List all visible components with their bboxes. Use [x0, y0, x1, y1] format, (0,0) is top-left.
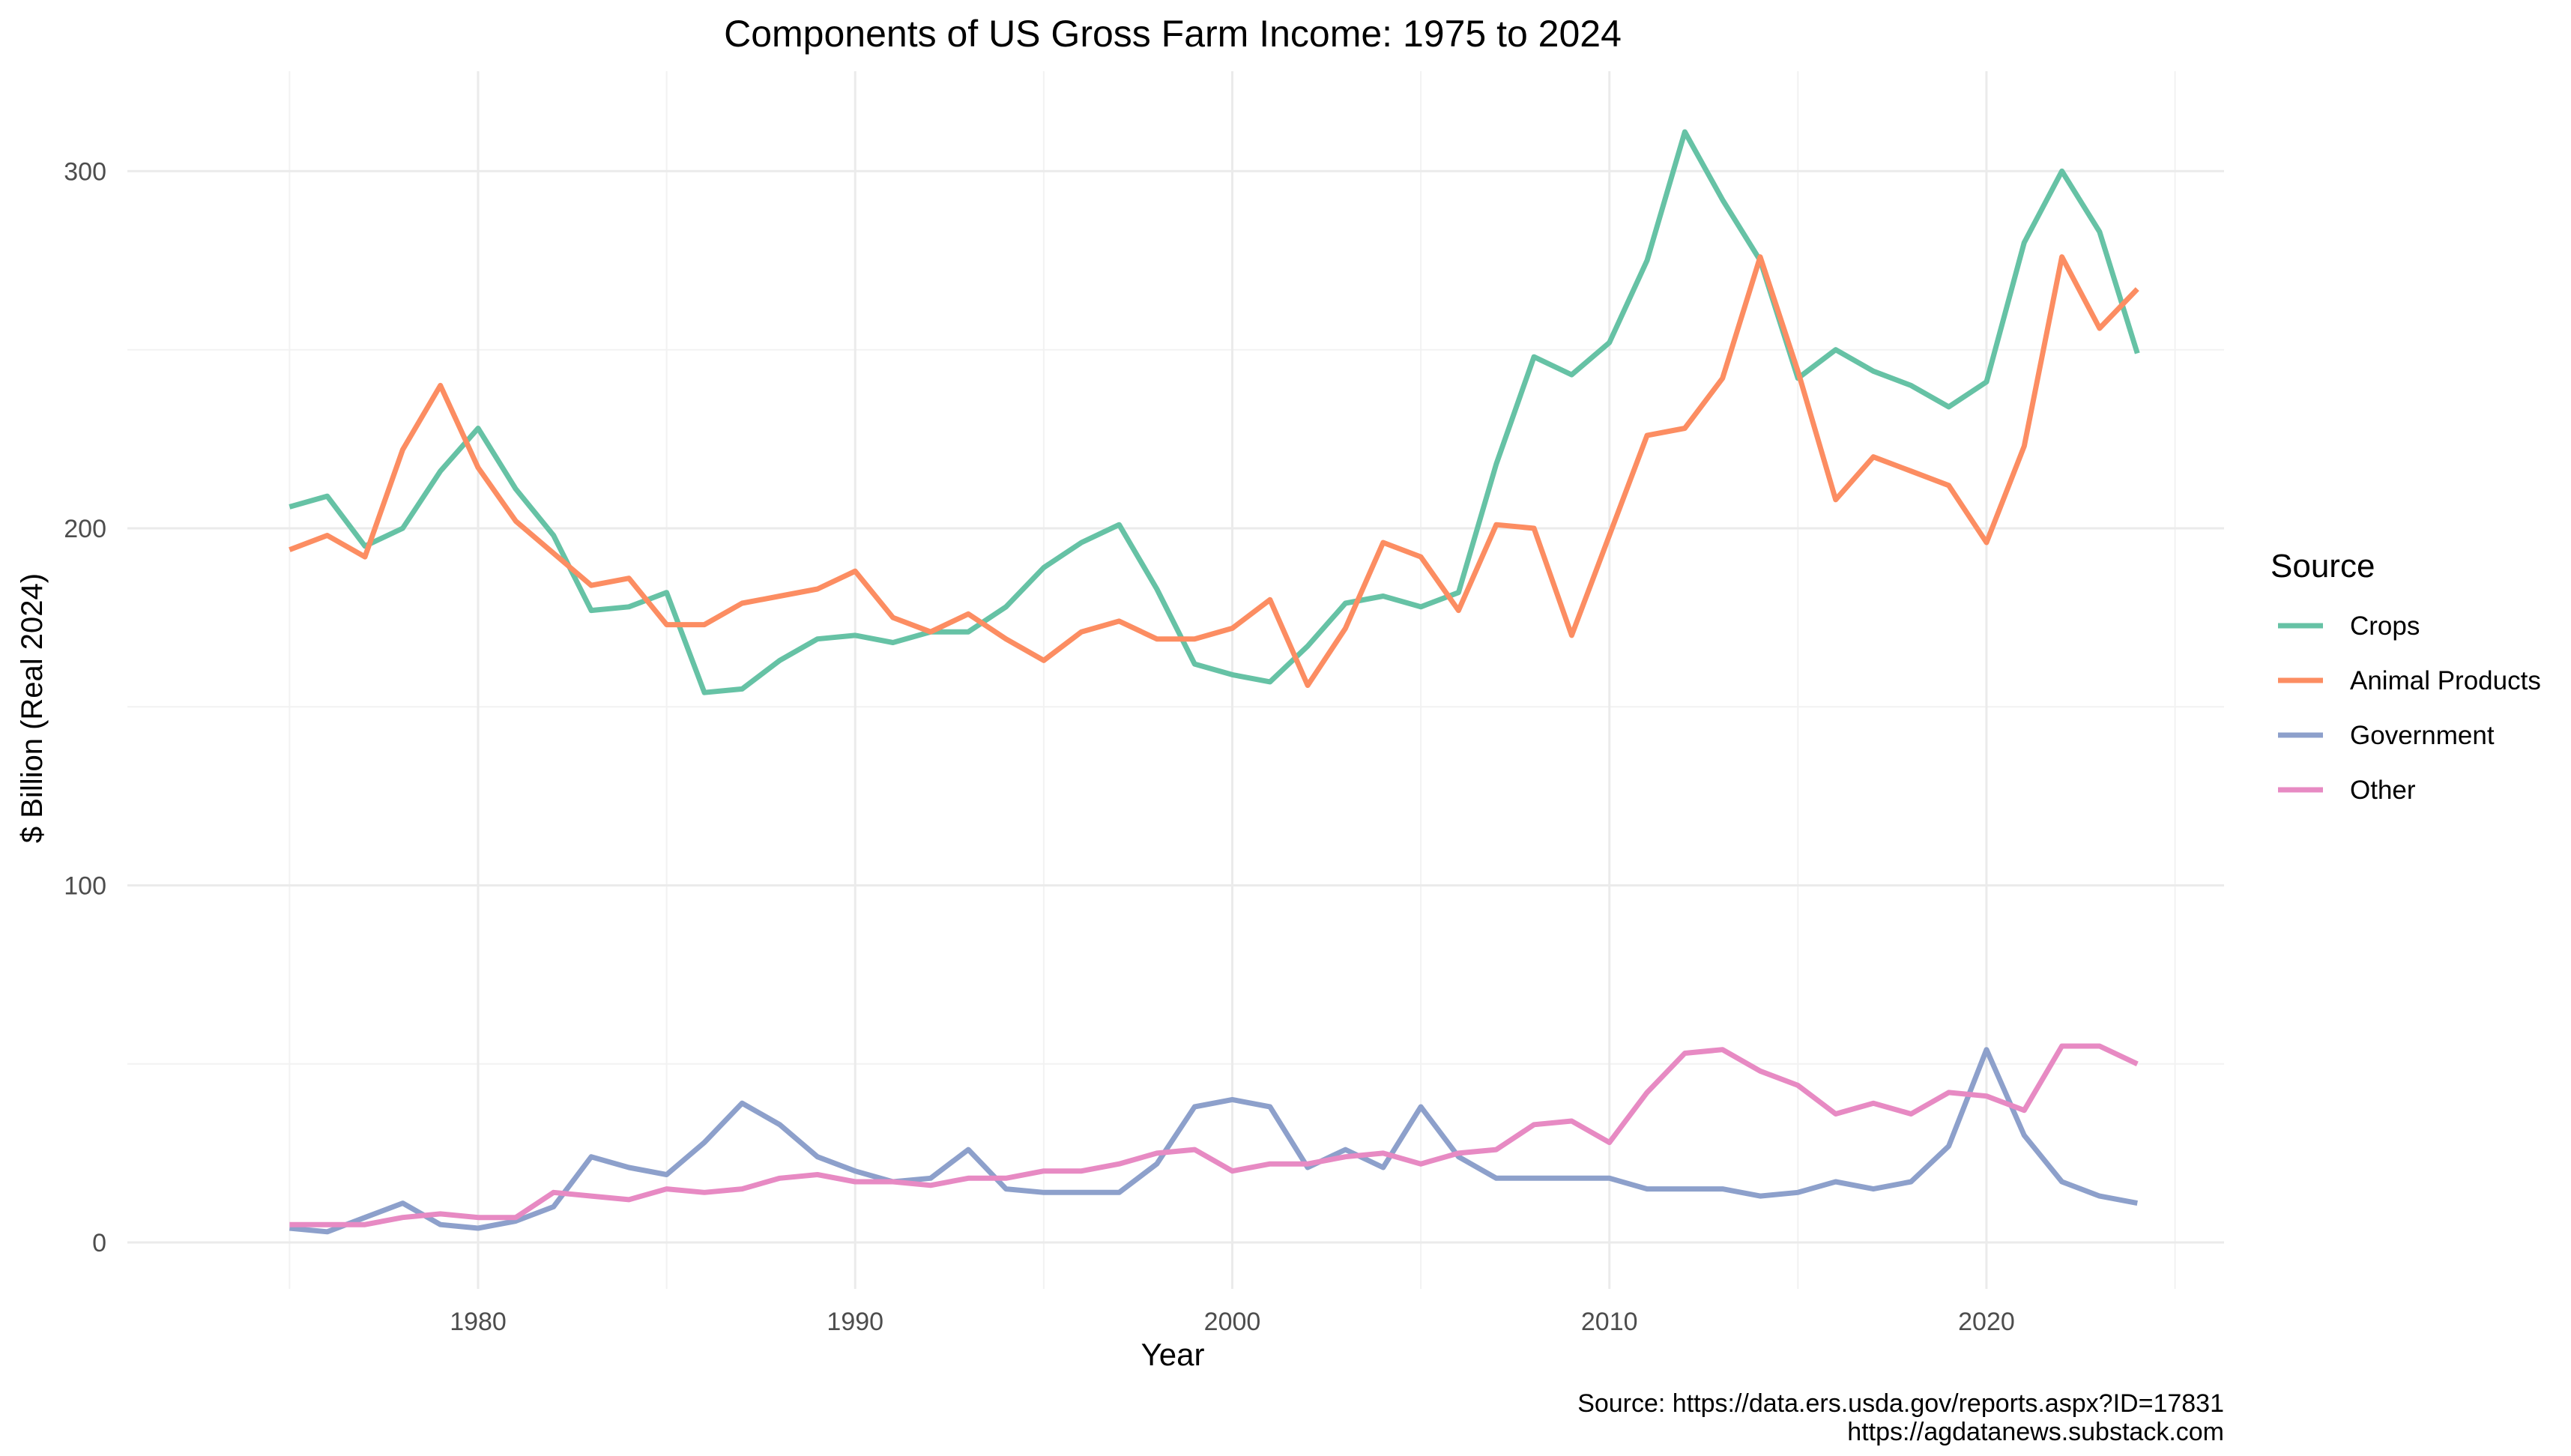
- series-line-animal-products: [288, 254, 2139, 689]
- x-tick-label: 1980: [450, 1308, 507, 1336]
- x-tick-label: 1990: [827, 1308, 883, 1336]
- series-lines: [288, 129, 2140, 1235]
- legend-title: Source: [2271, 548, 2375, 584]
- plot-area: [127, 71, 2224, 1289]
- caption-source-line: Source: https://data.ers.usda.gov/report…: [1577, 1389, 2224, 1418]
- legend-items: Crops Animal Products Government Other: [2278, 611, 2541, 805]
- y-tick-label: 300: [64, 157, 106, 186]
- legend: Source Crops Animal Products Government Oth…: [2271, 548, 2541, 805]
- series-line-other: [289, 1043, 2139, 1227]
- major-gridlines: [127, 71, 2224, 1289]
- series-line-crops: [288, 129, 2140, 695]
- x-tick-label: 2000: [1204, 1308, 1261, 1336]
- y-tick-label: 200: [64, 515, 106, 543]
- x-tick-label: 2010: [1581, 1308, 1638, 1336]
- series-line-government: [289, 1047, 2138, 1235]
- y-axis-tick-labels: 0 100 200 300: [64, 157, 106, 1257]
- chart-title: Components of US Gross Farm Income: 1975…: [724, 13, 1622, 55]
- legend-label-crops: Crops: [2350, 611, 2420, 641]
- x-axis-label: Year: [1141, 1337, 1205, 1372]
- source-caption: Source: https://data.ers.usda.gov/report…: [1577, 1389, 2224, 1446]
- x-tick-label: 2020: [1958, 1308, 2015, 1336]
- x-axis-tick-labels: 1980 1990 2000 2010 2020: [450, 1308, 2015, 1336]
- legend-label-animal-products: Animal Products: [2350, 666, 2541, 695]
- y-tick-label: 100: [64, 872, 106, 901]
- y-axis-label: $ Billion (Real 2024): [16, 573, 49, 843]
- caption-website-line: https://agdatanews.substack.com: [1847, 1418, 2224, 1446]
- legend-label-other: Other: [2350, 776, 2416, 805]
- legend-label-government: Government: [2350, 721, 2495, 750]
- y-tick-label: 0: [92, 1229, 106, 1257]
- minor-gridlines: [127, 71, 2224, 1289]
